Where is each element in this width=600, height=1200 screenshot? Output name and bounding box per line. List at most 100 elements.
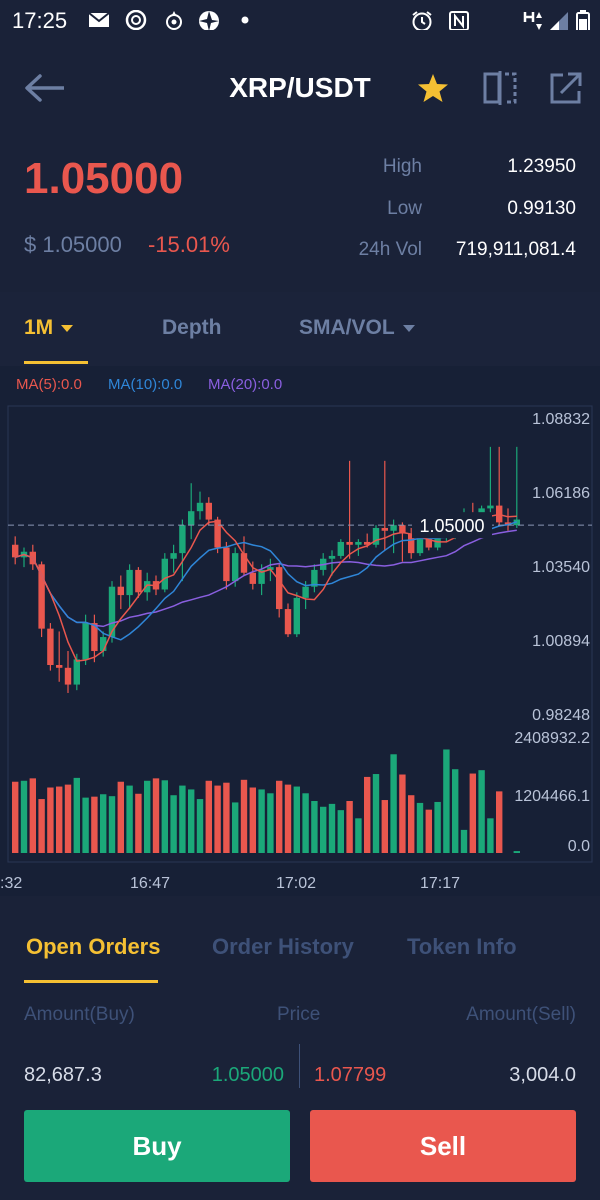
candle-body	[161, 558, 168, 590]
share-button[interactable]	[546, 68, 586, 108]
candle-body	[38, 564, 45, 629]
high-label: High	[382, 156, 422, 177]
candle-body	[337, 541, 344, 556]
tab-indicator[interactable]: SMA/VOL	[299, 316, 415, 340]
volume-bar	[513, 851, 520, 853]
status-bar: 17:25	[0, 0, 600, 40]
buy-button[interactable]: Buy	[24, 1110, 290, 1182]
price-axis-label: 1.08832	[532, 411, 590, 428]
volume-bar	[108, 796, 116, 853]
candle-body	[355, 541, 362, 545]
candle-body	[100, 637, 107, 652]
compare-button[interactable]	[480, 68, 520, 108]
star-icon	[418, 74, 448, 102]
volume-bar	[337, 810, 344, 853]
aperture-icon	[199, 11, 219, 30]
tab-depth[interactable]: Depth	[162, 316, 222, 339]
tab-indicator-label: SMA/VOL	[299, 316, 395, 339]
battery-icon	[576, 10, 590, 30]
candle-body	[214, 519, 221, 548]
volume-bar	[38, 799, 45, 853]
candle-body	[267, 567, 274, 570]
ticker-panel: 1.05000 $ 1.05000 -15.01% High 1.23950 L…	[0, 140, 600, 290]
candle-body	[372, 527, 380, 545]
time-axis-label: 16:47	[130, 875, 170, 892]
candle-body	[179, 525, 186, 554]
candle-body	[135, 569, 142, 593]
price-axis-label: 0.98248	[532, 707, 590, 724]
flame-icon	[166, 11, 182, 30]
volume-bar	[302, 793, 309, 853]
candle-body	[196, 502, 204, 512]
book-divider	[299, 1044, 300, 1088]
tab-active-indicator	[24, 361, 88, 364]
favorite-button[interactable]	[413, 68, 453, 108]
sell-button[interactable]: Sell	[310, 1110, 576, 1182]
chart-area[interactable]: 1.08832 1.06186 1.03540 1.00894 0.98248 24089…	[0, 366, 600, 896]
volume-axis-label: 1204466.1	[514, 788, 590, 805]
volume-bar	[135, 793, 142, 853]
tab-token-info[interactable]: Token Info	[407, 934, 517, 959]
candle-body	[12, 544, 19, 558]
candle-body	[258, 569, 265, 584]
split-view-icon	[483, 71, 517, 105]
volume-bar	[240, 779, 248, 853]
volume-bar	[205, 780, 212, 853]
volume-bar	[161, 780, 168, 853]
volume-bar	[478, 770, 485, 853]
volume-bar	[232, 802, 239, 853]
candle-body	[408, 533, 415, 554]
app-notification-icon	[125, 10, 147, 30]
ma20-legend: MA(20):0.0	[208, 376, 283, 393]
back-button[interactable]	[24, 68, 64, 108]
volume-bar	[196, 799, 204, 853]
nfc-icon	[449, 11, 469, 30]
order-book: Amount(Buy) Price Amount(Sell) 82,687.3 …	[0, 986, 600, 1200]
chevron-down-icon	[61, 324, 74, 332]
candle-body	[487, 505, 494, 509]
candle-body	[64, 667, 72, 685]
candle-body	[390, 525, 397, 531]
volume-bar	[434, 801, 441, 853]
candle-body	[73, 659, 80, 685]
candle-body	[170, 553, 177, 559]
price-axis-label: 1.00894	[532, 633, 590, 650]
candle-body	[276, 567, 283, 610]
signal-icon	[550, 12, 568, 30]
candle-body	[311, 569, 318, 587]
tab-order-history[interactable]: Order History	[212, 934, 354, 959]
candle-body	[117, 586, 124, 596]
volume-bar	[117, 781, 124, 853]
tab-interval[interactable]: 1M	[24, 316, 74, 340]
pair-title: XRP/USDT	[229, 72, 371, 103]
last-price: 1.05000	[24, 154, 184, 203]
price-chart[interactable]: 1.08832 1.06186 1.03540 1.00894 0.98248 24089…	[0, 366, 600, 896]
candle-body	[346, 541, 353, 545]
volume-bar	[487, 818, 494, 853]
data-transfer-icon	[523, 12, 542, 30]
candle-body	[205, 502, 212, 520]
candle-body	[223, 547, 230, 582]
volume-bar	[188, 789, 195, 853]
tab-open-orders[interactable]: Open Orders	[26, 934, 161, 959]
volume-bar	[170, 795, 177, 853]
volume-bar	[179, 785, 186, 853]
back-arrow-icon	[25, 74, 64, 102]
col-price: Price	[277, 1004, 321, 1025]
share-icon	[550, 72, 582, 104]
candle-body	[91, 623, 98, 652]
volume-bar	[82, 797, 89, 853]
low-label: Low	[387, 198, 422, 219]
app-header: XRP/USDT	[0, 40, 600, 140]
candle-body	[232, 553, 239, 582]
volume-bar	[355, 818, 362, 853]
candle-body	[126, 569, 133, 596]
volume-bar	[390, 754, 397, 853]
volume-bar	[399, 774, 406, 853]
price-axis-label: 1.03540	[532, 559, 590, 576]
volume-bar	[311, 800, 318, 853]
volume-bar	[152, 778, 160, 853]
candle-body	[364, 541, 371, 545]
usd-price: $ 1.05000	[24, 232, 122, 257]
volume-bar	[12, 781, 19, 853]
